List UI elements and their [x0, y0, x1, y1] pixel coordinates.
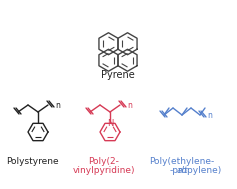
Text: vinylpyridine): vinylpyridine) — [73, 166, 135, 175]
Text: Pyrene: Pyrene — [101, 70, 135, 80]
Text: alt: alt — [176, 166, 188, 175]
Text: Polystyrene: Polystyrene — [6, 157, 58, 166]
Text: n: n — [55, 101, 60, 109]
Text: N: N — [107, 119, 113, 128]
Text: n: n — [207, 111, 212, 119]
Text: -propylene): -propylene) — [170, 166, 222, 175]
Text: Poly(2-: Poly(2- — [89, 157, 119, 166]
Text: n: n — [127, 101, 132, 109]
Text: Poly(ethylene-: Poly(ethylene- — [149, 157, 215, 166]
